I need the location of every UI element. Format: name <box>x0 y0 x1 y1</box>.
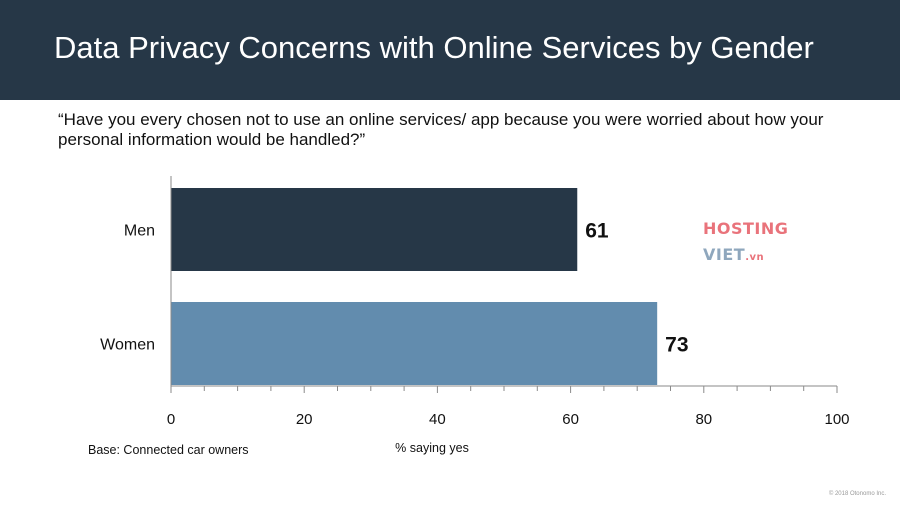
x-tick-label-0: 0 <box>167 411 175 428</box>
logo-line2-main: VIET <box>703 245 746 264</box>
logo-line2: VIET.vn <box>703 245 764 264</box>
x-tick-label-80: 80 <box>695 411 712 428</box>
logo-line1: HOSTING <box>703 219 789 238</box>
logo-line2-tld: .vn <box>745 252 765 263</box>
x-tick-label-60: 60 <box>562 411 579 428</box>
x-axis-label: % saying yes <box>395 441 469 455</box>
category-label-men: Men <box>124 223 155 240</box>
x-tick-label-100: 100 <box>824 411 849 428</box>
x-tick-label-20: 20 <box>296 411 313 428</box>
slide-title: Data Privacy Concerns with Online Servic… <box>54 30 814 65</box>
slide-header <box>0 0 900 100</box>
data-label-men: 61 <box>585 220 609 243</box>
survey-question: “Have you every chosen not to use an onl… <box>58 110 824 149</box>
copyright: © 2018 Otonomo Inc. <box>828 491 886 497</box>
x-tick-label-40: 40 <box>429 411 446 428</box>
base-note: Base: Connected car owners <box>88 443 249 457</box>
data-label-women: 73 <box>665 334 688 357</box>
bar-women <box>171 302 658 385</box>
category-label-women: Women <box>100 337 155 354</box>
hostingviet-logo: HOSTING VIET.vn <box>696 205 788 273</box>
bar-men <box>171 188 578 271</box>
